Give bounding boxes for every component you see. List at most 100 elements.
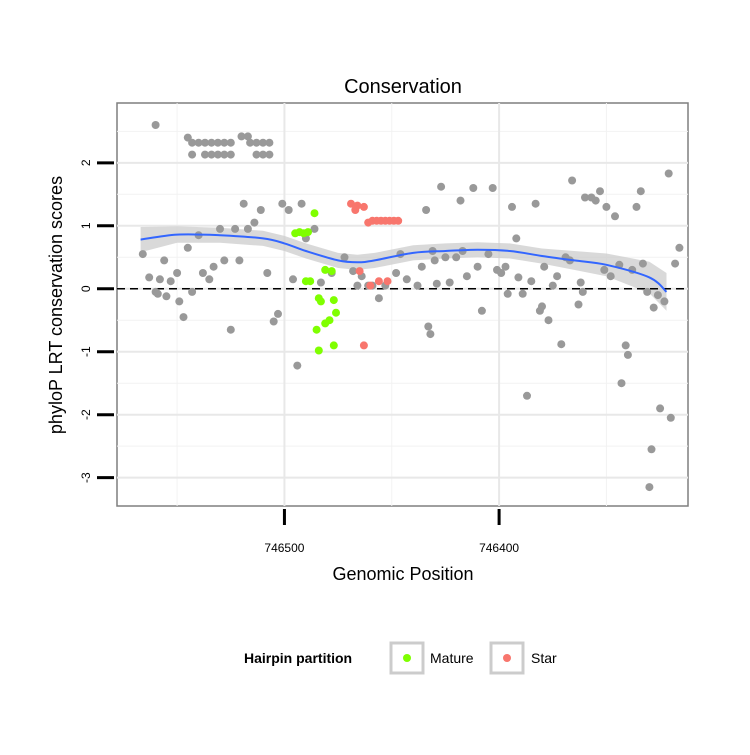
data-point [340,253,349,262]
data-point [462,272,471,281]
data-point [329,296,338,305]
data-point [660,297,669,306]
data-point [574,300,583,309]
confidence-ribbon [140,226,667,311]
data-point [153,289,162,298]
data-point [402,275,411,284]
data-point [145,273,154,282]
y-tick-label: 1 [79,222,93,229]
data-point [611,212,619,221]
data-point [252,138,261,147]
data-point [175,297,184,306]
data-point [138,250,147,259]
data-point [209,262,218,271]
data-point [278,199,287,208]
data-point [353,201,362,210]
data-point [250,218,259,227]
loess-curve [140,233,668,293]
data-point [173,269,182,277]
data-point [568,176,577,185]
legend-key-mature [389,641,425,675]
data-point [383,277,392,286]
data-point [188,150,197,159]
data-point [653,291,662,300]
data-point [649,303,658,312]
data-point [606,272,615,281]
data-point [636,187,645,196]
data-point [160,256,169,265]
data-point [591,196,600,205]
data-point [321,265,330,274]
data-point [508,202,516,211]
data-point [578,287,587,296]
data-point [523,391,531,400]
legend-label-mature: Mature [430,650,474,666]
data-point [540,262,549,271]
legend-label-star: Star [531,650,557,666]
legend-dot-star [503,654,511,662]
data-point [205,275,214,284]
data-point [469,184,478,192]
data-point [252,150,261,159]
data-point [617,379,626,388]
data-point [544,316,553,325]
data-point [512,234,521,243]
data-point [432,279,441,288]
y-tick-label: -3 [79,472,93,483]
y-axis-label: phyloP LRT conservation scores [46,176,66,434]
series-other-points [138,121,684,492]
data-point [394,216,403,225]
data-point [656,404,665,413]
data-point [430,256,439,265]
data-point [424,322,433,331]
data-point [269,317,278,326]
legend: Hairpin partition Mature Star [244,641,557,675]
data-point [216,224,224,233]
data-point [456,196,465,205]
data-point [623,350,632,359]
data-point [231,224,240,233]
data-point [374,277,383,286]
data-point [422,206,431,214]
data-point [179,313,188,322]
data-point [596,187,604,196]
data-point [297,199,306,208]
data-point [441,253,450,262]
data-point [518,289,527,298]
data-point [226,150,235,159]
data-point [207,150,216,159]
data-point [602,202,611,211]
data-point [220,138,229,147]
data-point [304,228,312,237]
data-point [310,224,319,233]
data-point [445,278,454,287]
data-point [310,209,319,218]
data-point [417,262,426,271]
data-point [259,150,267,159]
data-point [576,278,585,287]
data-point [220,256,229,265]
legend-key-star [489,641,525,675]
data-point [501,262,510,271]
data-point [645,483,654,492]
data-point [327,267,336,276]
data-point [325,316,334,325]
data-point [162,292,171,301]
data-point [151,121,160,129]
data-point [188,287,197,296]
plot-panel [116,102,689,507]
data-point [374,294,383,303]
data-point [188,138,197,147]
data-point [349,267,358,276]
data-point [347,199,355,208]
data-point [643,287,652,296]
data-point [194,138,203,147]
data-point [581,193,589,202]
data-point [488,184,497,192]
data-point [263,269,272,277]
data-point [226,325,235,334]
data-point [538,302,546,311]
data-point [392,269,401,277]
data-point [293,361,302,370]
